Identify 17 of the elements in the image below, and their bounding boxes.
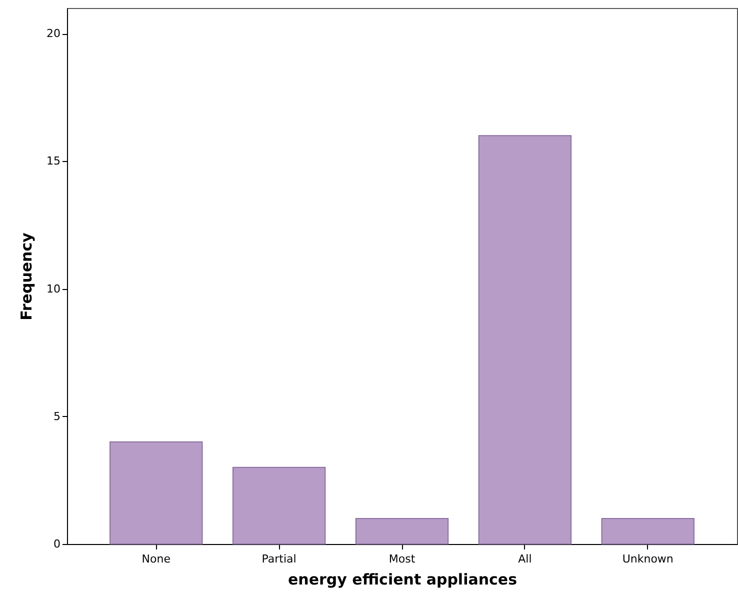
- y-axis-title: Frequency: [18, 232, 36, 320]
- x-tick-label: None: [142, 552, 171, 566]
- y-tick-label: 0: [54, 538, 60, 550]
- x-tick-label: All: [518, 552, 532, 566]
- y-tick-label: 5: [54, 410, 60, 423]
- y-tick-label: 15: [46, 154, 60, 168]
- y-tick-label: 20: [46, 27, 60, 40]
- bar: [478, 135, 572, 544]
- x-tick-label: Most: [388, 552, 416, 566]
- bar: [232, 466, 326, 544]
- bar: [110, 441, 203, 544]
- bar: [601, 518, 694, 544]
- y-tick-label: 10: [46, 282, 60, 296]
- x-tick-label: Unknown: [622, 552, 674, 566]
- bar: [355, 518, 449, 544]
- x-axis-title: energy efficient appliances: [288, 570, 518, 588]
- x-tick-label: Partial: [262, 552, 296, 566]
